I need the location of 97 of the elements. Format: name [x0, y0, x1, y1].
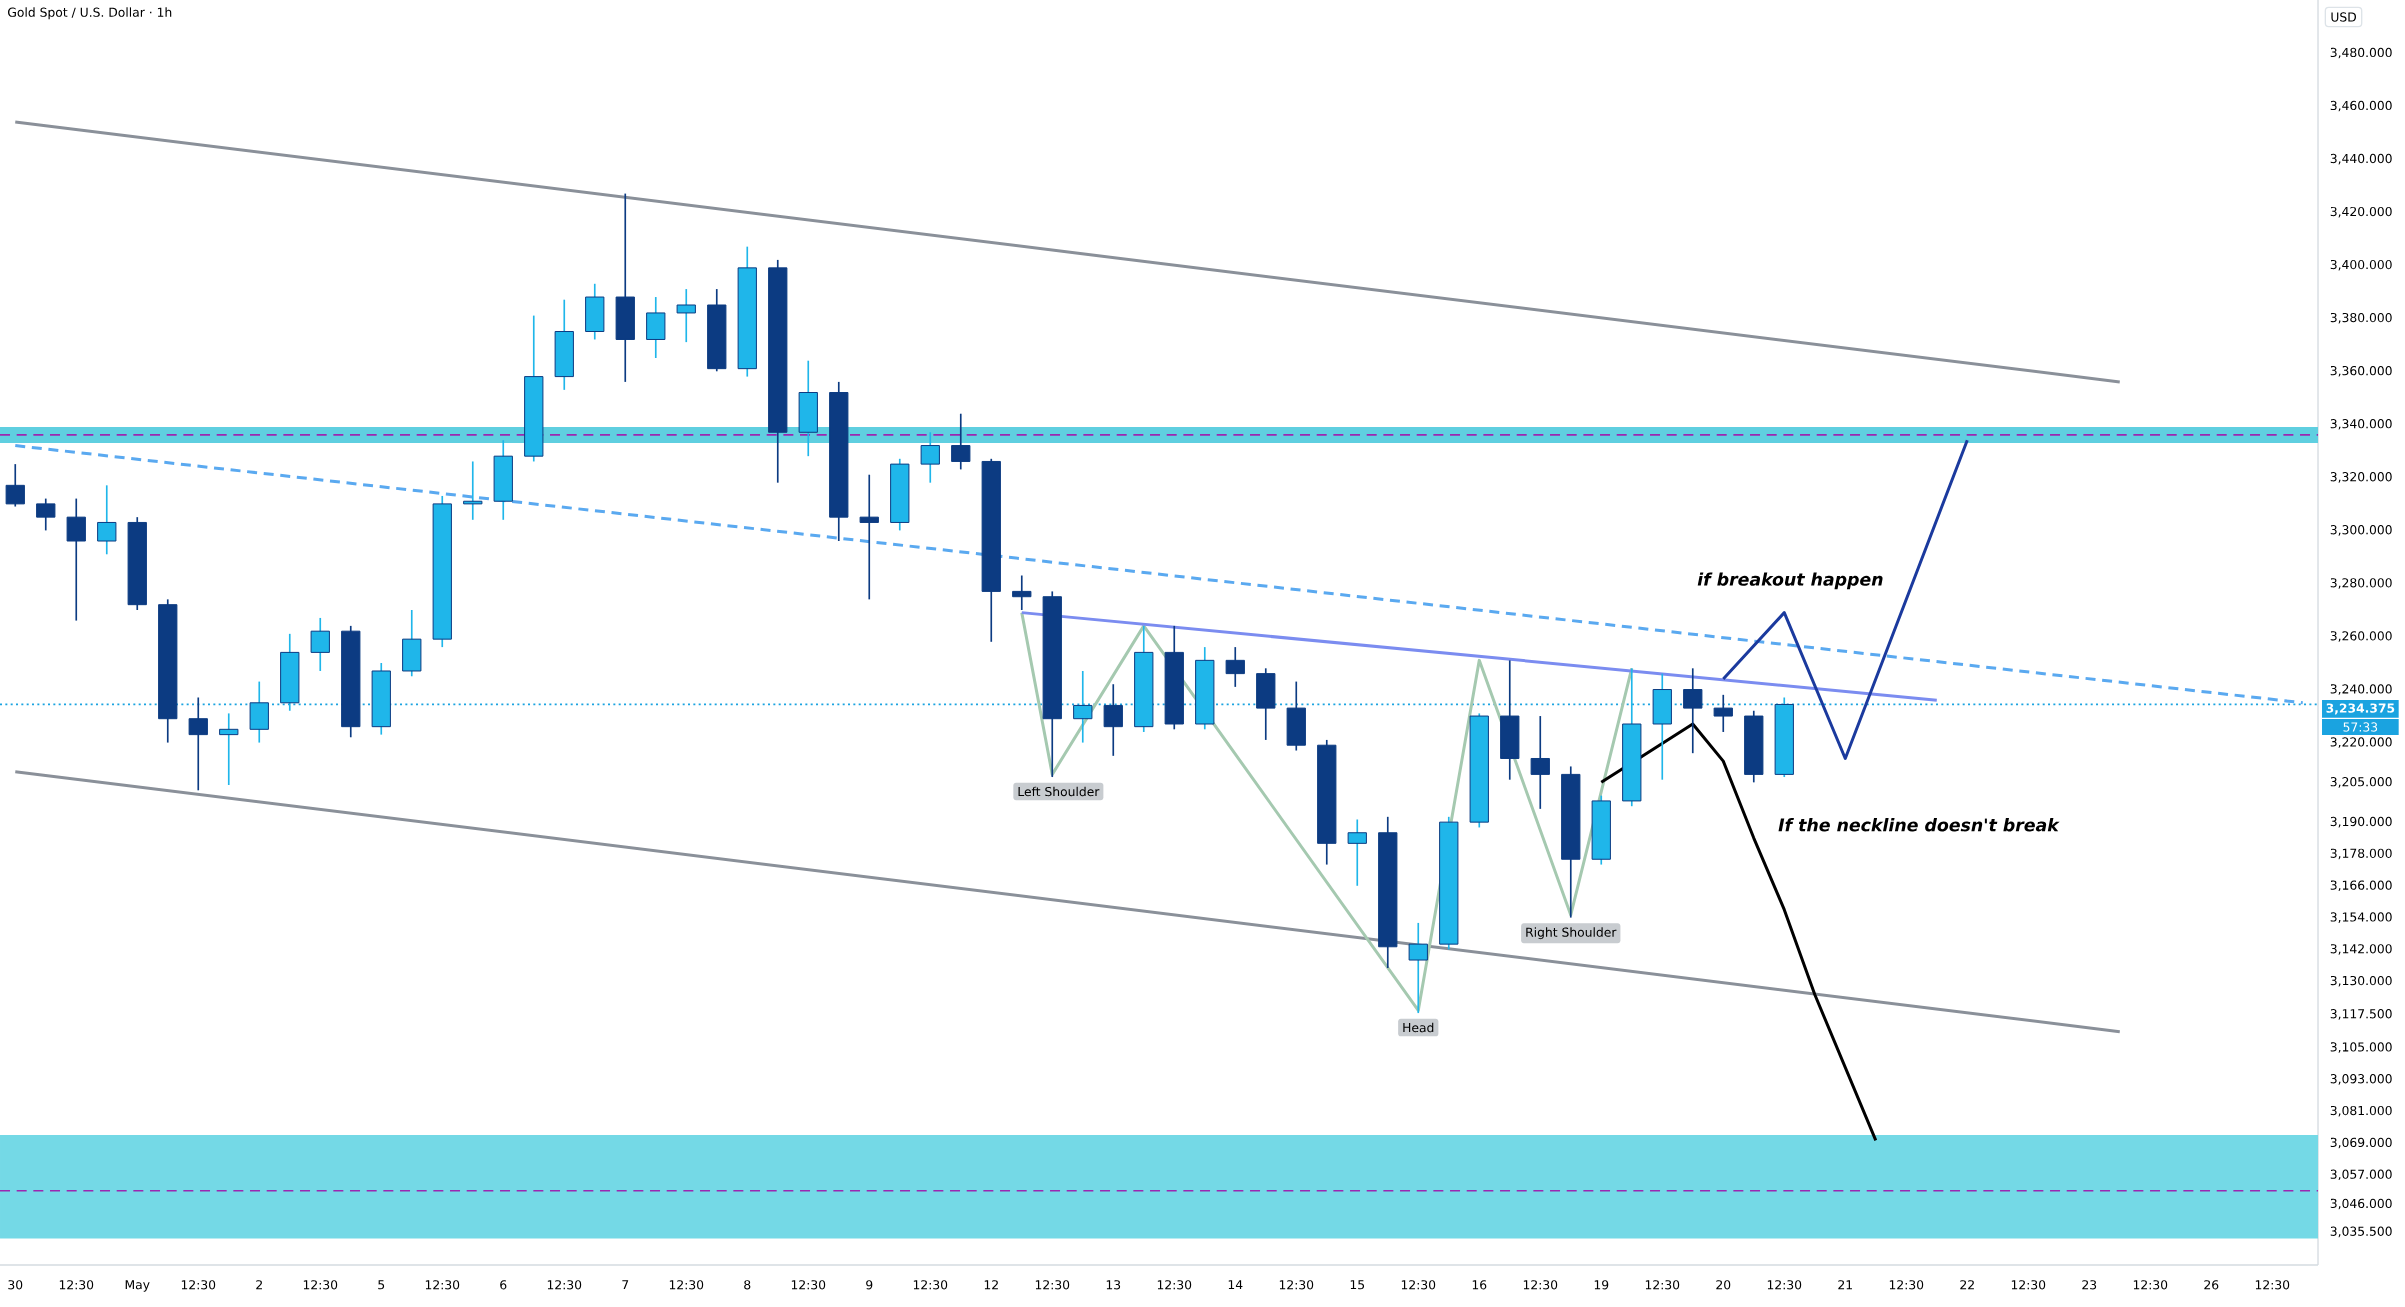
y-tick-label: 3,420.000 [2330, 206, 2392, 218]
y-tick-label: 3,190.000 [2330, 816, 2392, 828]
candlestick [463, 460, 483, 521]
candlestick [188, 696, 208, 792]
x-tick-label: 12:30 [303, 1280, 338, 1290]
x-tick-label: 21 [1838, 1280, 1852, 1290]
y-tick-label: 3,105.000 [2330, 1042, 2392, 1053]
x-tick-label: 26 [2204, 1280, 2219, 1290]
y-tick-label: 3,205.000 [2330, 777, 2392, 788]
x-tick-label: 12:30 [425, 1280, 460, 1290]
x-tick-label: 2 [256, 1280, 262, 1290]
annotation: If the neckline doesn't break [1778, 818, 2060, 832]
x-tick-label: 19 [1594, 1280, 1609, 1290]
candlestick [676, 288, 696, 343]
candlestick [310, 617, 330, 672]
y-tick-label: 3,400.000 [2330, 259, 2392, 271]
x-tick-label: 14 [1228, 1280, 1243, 1290]
y-tick-label: 3,035.500 [2330, 1226, 2392, 1238]
annotation: Right Shoulder [1526, 927, 1617, 940]
x-tick-label: 12:30 [59, 1280, 94, 1290]
y-tick-label: 3,380.000 [2330, 312, 2392, 324]
candlestick [66, 497, 86, 622]
x-tick-label: 12:30 [2133, 1280, 2168, 1290]
x-tick-label: 12:30 [913, 1280, 948, 1290]
y-tick-label: 3,069.000 [2330, 1137, 2392, 1149]
x-tick-label: 12:30 [1523, 1280, 1558, 1290]
candlestick [1683, 667, 1703, 755]
text: 57:33 [2343, 722, 2378, 732]
y-tick-label: 3,240.000 [2330, 684, 2392, 695]
y-tick-label: 3,460.000 [2330, 100, 2392, 112]
y-tick-label: 3,046.000 [2330, 1198, 2392, 1210]
candlestick [951, 412, 971, 471]
candlestick [1713, 694, 1733, 733]
candlestick [1012, 574, 1032, 611]
y-tick-label: 3,220.000 [2330, 737, 2392, 748]
x-tick-label: 9 [866, 1280, 873, 1290]
y-tick-label: 3,154.000 [2330, 912, 2392, 923]
candlestick [219, 712, 239, 786]
candlestick [1408, 922, 1428, 1014]
y-tick-label: 3,093.000 [2330, 1074, 2392, 1085]
x-tick-label: 12:30 [1401, 1280, 1436, 1290]
x-tick-label: 12:30 [1157, 1280, 1192, 1290]
y-tick-label: 3,178.000 [2330, 848, 2392, 860]
x-tick-label: 5 [378, 1280, 385, 1290]
x-tick-label: 15 [1350, 1280, 1365, 1290]
ref-line-label: 3,234.375 [2326, 703, 2395, 715]
x-tick-label: May [125, 1280, 150, 1292]
y-tick-label: 3,480.000 [2330, 47, 2392, 59]
x-tick-label: 20 [1716, 1280, 1731, 1290]
y-tick-label: 3,117.500 [2330, 1009, 2392, 1020]
candlestick [1073, 670, 1093, 744]
x-tick-label: 12:30 [2255, 1280, 2290, 1290]
x-tick-label: 6 [500, 1280, 507, 1290]
x-tick-label: 12:30 [547, 1280, 582, 1290]
y-tick-label: 3,260.000 [2330, 631, 2392, 642]
x-tick-label: 16 [1472, 1280, 1487, 1290]
y-tick-label: 3,280.000 [2330, 578, 2392, 589]
x-tick-label: 8 [744, 1280, 751, 1290]
y-tick-label: 3,340.000 [2330, 419, 2392, 430]
x-tick-label: 12:30 [2011, 1280, 2046, 1290]
y-tick-label: 3,166.000 [2330, 880, 2392, 892]
y-tick-label: 3,130.000 [2330, 975, 2392, 987]
y-tick-label: 3,142.000 [2330, 944, 2392, 955]
candlestick [859, 473, 879, 601]
y-tick-label: 3,320.000 [2330, 472, 2392, 483]
x-tick-label: 13 [1106, 1280, 1121, 1290]
y-axis-title: USD [2331, 12, 2356, 22]
x-tick-label: 7 [622, 1280, 629, 1290]
candlestick [36, 497, 56, 532]
y-tick-label: 3,360.000 [2330, 366, 2392, 377]
x-tick-label: 12 [984, 1280, 998, 1290]
x-tick-label: 12:30 [1645, 1280, 1680, 1290]
x-tick-label: 12:30 [181, 1280, 216, 1290]
y-tick-label: 3,081.000 [2330, 1105, 2392, 1117]
x-tick-label: 23 [2082, 1280, 2097, 1290]
candlestick [97, 484, 117, 556]
y-tick-label: 3,300.000 [2330, 525, 2392, 536]
x-tick-label: 12:30 [1767, 1280, 1802, 1290]
annotation: Head [1403, 1022, 1434, 1033]
x-tick-label: 12:30 [1035, 1280, 1070, 1290]
x-tick-label: 12:30 [791, 1280, 826, 1290]
candlestick [1103, 683, 1123, 757]
x-tick-label: 12:30 [1889, 1280, 1924, 1290]
y-tick-label: 3,057.000 [2330, 1169, 2392, 1181]
annotation: Left Shoulder [1018, 786, 1100, 797]
y-tick-label: 3,440.000 [2330, 153, 2392, 165]
x-tick-label: 12:30 [669, 1280, 704, 1290]
candlestick [5, 463, 25, 508]
x-tick-label: 30 [8, 1280, 23, 1290]
candlestick [1225, 646, 1245, 688]
x-tick-label: 22 [1960, 1280, 1974, 1290]
candlestick [1530, 715, 1550, 810]
candlestick [1347, 818, 1367, 887]
candlestick [920, 431, 940, 484]
text: Gold Spot / U.S. Dollar · 1h [8, 7, 172, 20]
annotation: if breakout happen [1697, 572, 1883, 590]
x-tick-label: 12:30 [1279, 1280, 1314, 1290]
